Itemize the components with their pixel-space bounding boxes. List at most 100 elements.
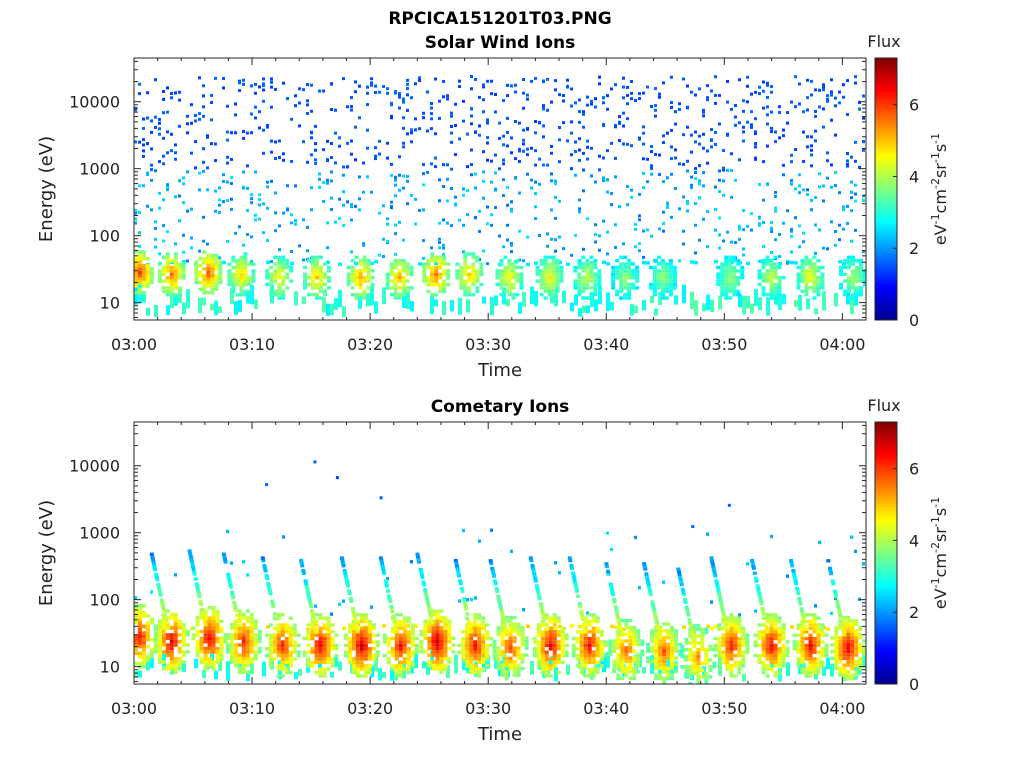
heatmap-cell (398, 106, 401, 110)
heatmap-cell (306, 99, 309, 103)
heatmap-cell (358, 272, 363, 276)
heatmap-cell (777, 630, 782, 634)
heatmap-cell (498, 602, 503, 606)
heatmap-cell (717, 626, 722, 631)
heatmap-cell (347, 660, 352, 665)
heatmap-cell (589, 292, 594, 297)
heatmap-cell (169, 616, 174, 620)
heatmap-cell (753, 640, 758, 644)
heatmap-cell (765, 633, 770, 637)
heatmap-cell (127, 588, 131, 591)
heatmap-cell (128, 596, 132, 599)
heatmap-cell (652, 269, 657, 273)
heatmap-cell (446, 282, 451, 287)
heatmap-cell (278, 156, 281, 160)
heatmap-cell (694, 223, 697, 227)
heatmap-cell (469, 664, 474, 668)
heatmap-cell (439, 670, 444, 674)
heatmap-cell (354, 158, 357, 162)
heatmap-cell (406, 653, 411, 658)
heatmap-cell (496, 663, 501, 667)
heatmap-cell (393, 272, 398, 276)
heatmap-cell (547, 272, 552, 276)
heatmap-cell (834, 96, 837, 100)
heatmap-cell (591, 626, 596, 631)
heatmap-cell (362, 275, 367, 280)
heatmap-cell (554, 179, 557, 183)
heatmap-cell (292, 650, 297, 654)
heatmap-cell (781, 626, 786, 631)
heatmap-cell (304, 581, 309, 586)
heatmap-cell (766, 105, 769, 109)
heatmap-cell (410, 664, 415, 668)
heatmap-cell (430, 279, 435, 283)
heatmap-cell (401, 292, 406, 297)
heatmap-cell (386, 589, 391, 593)
heatmap-cell (846, 152, 849, 156)
heatmap-cell (239, 276, 244, 280)
heatmap-cell (311, 262, 315, 266)
heatmap-cell (370, 190, 373, 194)
heatmap-cell (846, 163, 849, 167)
heatmap-cell (282, 81, 285, 85)
heatmap-cell (761, 647, 766, 651)
heatmap-cell (713, 653, 718, 658)
heatmap-cell (777, 664, 782, 668)
heatmap-cell (355, 647, 360, 651)
heatmap-cell (658, 649, 663, 653)
heatmap-cell (606, 531, 609, 535)
heatmap-cell (153, 624, 158, 628)
heatmap-cell (615, 258, 620, 263)
heatmap-cell (790, 153, 793, 157)
heatmap-cell (670, 639, 675, 643)
heatmap-cell (463, 265, 468, 270)
heatmap-cell (692, 641, 697, 645)
heatmap-cell (162, 653, 166, 667)
heatmap-cell (555, 279, 560, 283)
heatmap-cell (542, 617, 547, 621)
heatmap-cell (276, 650, 281, 654)
heatmap-cell (615, 265, 620, 270)
heatmap-cell (769, 289, 774, 293)
heatmap-cell (391, 614, 396, 619)
heatmap-cell (492, 646, 497, 650)
heatmap-cell (536, 626, 541, 631)
heatmap-cell (206, 188, 209, 192)
heatmap-cell (654, 632, 659, 636)
heatmap-cell (338, 661, 342, 671)
heatmap-cell (401, 265, 406, 270)
heatmap-cell (626, 93, 629, 97)
heatmap-cell (397, 296, 402, 300)
heatmap-cell (729, 674, 734, 678)
heatmap-cell (566, 78, 569, 82)
heatmap-cell (571, 571, 576, 575)
heatmap-cell (539, 269, 544, 273)
heatmap-cell (769, 616, 774, 620)
heatmap-cell (427, 622, 432, 627)
heatmap-cell (627, 289, 632, 293)
heatmap-cell (688, 665, 693, 669)
heatmap-cell (500, 649, 505, 654)
heatmap-cell (666, 635, 671, 640)
heatmap-cell (330, 640, 335, 644)
heatmap-cell (406, 179, 409, 183)
heatmap-cell (662, 656, 667, 660)
heatmap-cell (541, 614, 546, 619)
heatmap-cell (678, 259, 681, 263)
heatmap-cell (314, 604, 317, 608)
heatmap-cell (820, 282, 825, 287)
heatmap-cell (630, 188, 633, 192)
heatmap-cell (355, 664, 360, 668)
heatmap-cell (662, 580, 665, 584)
heatmap-cell (366, 286, 371, 290)
heatmap-cell (137, 250, 142, 254)
heatmap-cell (504, 632, 509, 637)
heatmap-cell (269, 275, 274, 280)
heatmap-cell (398, 623, 403, 627)
heatmap-cell (493, 581, 498, 586)
heatmap-cell (311, 292, 315, 297)
heatmap-cell (272, 626, 277, 631)
heatmap-cell (653, 612, 658, 617)
heatmap-cell (398, 674, 403, 678)
heatmap-cell (137, 631, 142, 635)
